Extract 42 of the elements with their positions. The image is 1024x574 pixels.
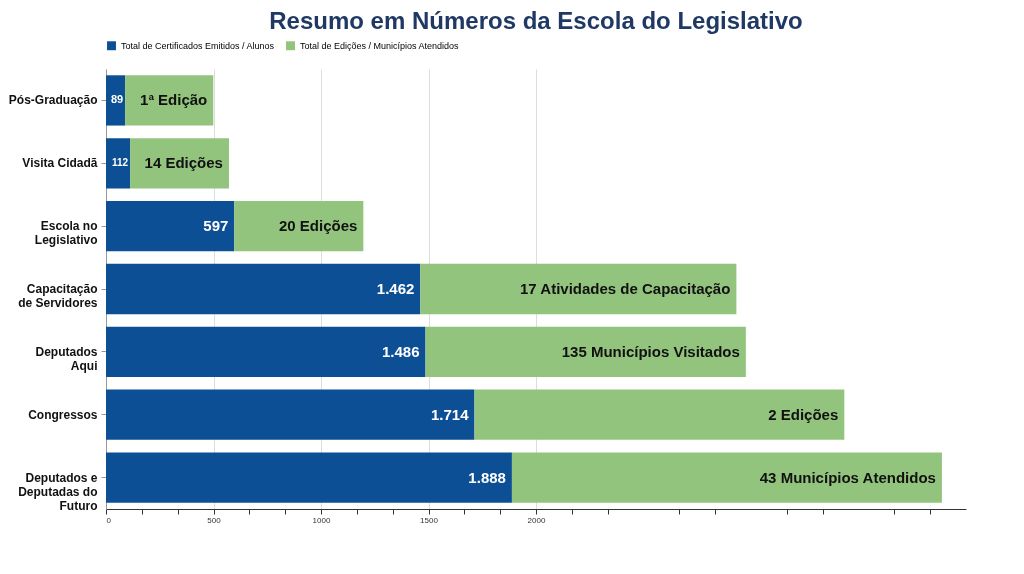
- x-tick-label: 1500: [420, 515, 439, 525]
- annotation: 43 Municípios Atendidos: [759, 468, 936, 486]
- bar: [474, 389, 845, 440]
- bar: [106, 75, 126, 126]
- annotation: 1ª Edição: [140, 91, 208, 109]
- bar: [106, 263, 421, 315]
- annotation: 135 Municípios Visitados: [561, 342, 740, 360]
- bar: [106, 326, 426, 377]
- annotation: 2 Edições: [768, 405, 839, 423]
- bar: [106, 389, 475, 440]
- data-label: 112: [111, 157, 129, 169]
- y-tick-label: Capacitação de Servidores: [18, 282, 98, 310]
- data-label: 597: [203, 217, 229, 235]
- data-label: 1.462: [376, 280, 415, 297]
- y-tick-label: Pós-Graduação: [8, 93, 98, 108]
- y-tick-label: Deputados e Deputadas do Futuro: [18, 470, 98, 513]
- x-tick-label: 0: [106, 515, 112, 525]
- annotation: 17 Atividades de Capacitação: [520, 280, 731, 297]
- y-tick-label: Deputados Aqui: [35, 344, 98, 373]
- x-tick-label: 2000: [527, 515, 546, 525]
- data-label: 89: [110, 93, 124, 106]
- y-tick-label: Congressos: [28, 407, 98, 422]
- bar: [106, 201, 235, 252]
- legend-label: Total de Certificados Emitidos / Alunos: [121, 40, 275, 51]
- x-tick-label: 500: [207, 515, 222, 525]
- bar: [420, 263, 737, 315]
- x-tick-label: 1000: [312, 515, 331, 525]
- bar: [106, 452, 512, 503]
- y-tick-label: Escola no Legislativo: [34, 219, 98, 248]
- data-label: 1.486: [381, 342, 420, 360]
- data-label: 1.888: [468, 468, 506, 486]
- data-label: 1.714: [430, 405, 470, 423]
- bar: [106, 138, 131, 189]
- annotation: 14 Edições: [144, 154, 223, 172]
- bar: [511, 452, 942, 503]
- annotation: 20 Edições: [278, 217, 358, 235]
- bar: [234, 201, 364, 252]
- legend-label: Total de Edições / Municípios Atendidos: [300, 40, 460, 51]
- bar: [125, 75, 214, 126]
- y-tick-label: Visita Cidadã: [22, 156, 98, 171]
- chart-title: Resumo em Números da Escola do Legislativo: [269, 7, 803, 34]
- bar: [425, 326, 746, 377]
